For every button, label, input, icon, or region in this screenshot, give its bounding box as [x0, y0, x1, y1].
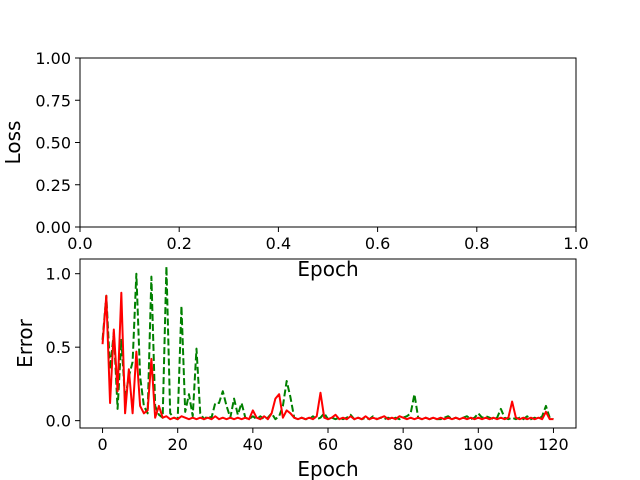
y-tick-label: 1.0 [46, 265, 71, 284]
x-tick-label: 60 [318, 435, 338, 454]
x-tick-label: 100 [463, 435, 494, 454]
y-tick-label: 0.00 [35, 218, 71, 237]
y-tick-label: 0.75 [35, 91, 71, 110]
series-line-solid [101, 291, 554, 421]
y-axis-label: Error [13, 318, 37, 368]
y-tick-label: 0.5 [46, 338, 71, 357]
x-tick-label: 40 [243, 435, 263, 454]
x-tick-label: 0.0 [67, 234, 92, 253]
x-axis-label: Epoch [297, 257, 358, 281]
y-axis-label: Loss [1, 121, 25, 165]
x-axis-label: Epoch [297, 457, 358, 480]
x-tick-label: 0.4 [266, 234, 291, 253]
y-tick-label: 0.0 [46, 412, 71, 431]
x-tick-label: 20 [168, 435, 188, 454]
y-tick-label: 1.00 [35, 49, 71, 68]
loss-subplot: 0.0 0.2 0.4 0.6 0.8 1.0 0.00 0.25 0.50 0.75 1.00 Ep… [1, 49, 589, 281]
x-tick-label: 1.0 [563, 234, 588, 253]
x-tick-label: 120 [538, 435, 569, 454]
x-tick-label: 0.8 [464, 234, 489, 253]
y-tick-label: 0.25 [35, 176, 71, 195]
x-tick-label: 0.2 [166, 234, 191, 253]
y-tick-label: 0.50 [35, 134, 71, 153]
x-tick-label: 80 [393, 435, 413, 454]
error-subplot: 0 20 40 60 80 100 120 0.0 0.5 1.0 Epoch Error [13, 258, 577, 480]
x-tick-label: 0 [97, 435, 107, 454]
x-tick-label: 0.6 [365, 234, 390, 253]
